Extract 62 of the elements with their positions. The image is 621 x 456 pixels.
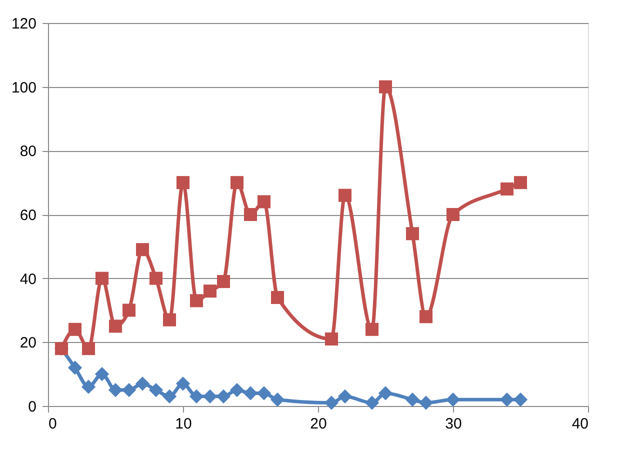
- point: [324, 332, 338, 346]
- point: [338, 188, 352, 202]
- point: [108, 382, 123, 398]
- point: [68, 360, 82, 375]
- x-tick-label: 10: [175, 416, 192, 432]
- point: [446, 208, 460, 222]
- y-tick-label: 120: [11, 16, 36, 32]
- point: [244, 208, 258, 222]
- point: [446, 392, 460, 407]
- point: [190, 294, 204, 308]
- point: [148, 382, 164, 398]
- x-tick-label: 0: [48, 416, 57, 432]
- point: [270, 392, 285, 407]
- point: [122, 304, 136, 317]
- point: [378, 386, 393, 400]
- point: [270, 290, 284, 304]
- point: [338, 389, 352, 404]
- point: [135, 376, 150, 391]
- point: [203, 284, 217, 298]
- point: [122, 382, 136, 398]
- point: [418, 396, 434, 410]
- point: [149, 272, 163, 285]
- point: [243, 386, 258, 400]
- point: [81, 380, 96, 394]
- point: [162, 389, 177, 404]
- point: [202, 389, 218, 404]
- point: [364, 396, 380, 410]
- point: [256, 386, 272, 400]
- point: [68, 322, 82, 336]
- point: [108, 320, 122, 333]
- point: [405, 392, 420, 407]
- point: [216, 389, 231, 404]
- point: [189, 389, 204, 404]
- y-tick-label: 100: [11, 79, 36, 96]
- point: [500, 182, 514, 196]
- x-tick-label: 20: [310, 416, 327, 432]
- y-tick-label: 40: [20, 270, 36, 288]
- point: [365, 322, 379, 336]
- point: [94, 367, 110, 382]
- point: [136, 243, 150, 256]
- point: [230, 176, 244, 190]
- point: [95, 272, 109, 285]
- y-tick-label: 20: [20, 334, 36, 352]
- point: [82, 342, 96, 356]
- point: [230, 382, 244, 398]
- y-tick-label: 0: [28, 398, 36, 416]
- point: [406, 227, 420, 240]
- x-tick-label: 30: [445, 416, 462, 432]
- y-tick-label: 80: [20, 143, 36, 160]
- point: [513, 392, 528, 407]
- point: [514, 176, 528, 190]
- point: [378, 80, 392, 94]
- point: [176, 376, 190, 391]
- y-tick-label: 60: [20, 207, 36, 224]
- point: [500, 392, 514, 407]
- point: [162, 313, 176, 326]
- point: [257, 195, 271, 208]
- point: [419, 310, 433, 324]
- point: [176, 176, 190, 190]
- point: [324, 396, 339, 410]
- point: [216, 275, 230, 288]
- x-tick-label: 40: [572, 416, 588, 432]
